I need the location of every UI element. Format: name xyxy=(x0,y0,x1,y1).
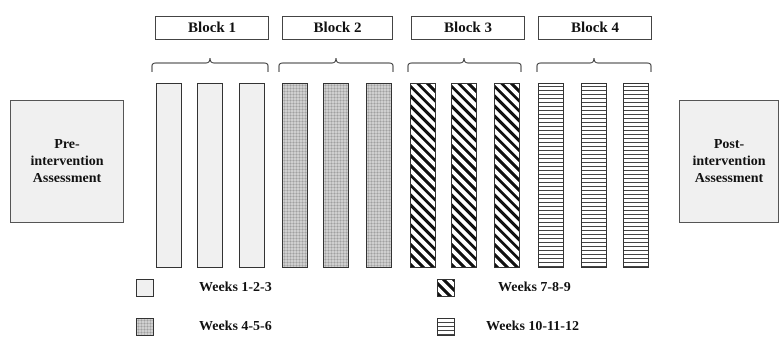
legend-swatch-weeks-1-2-3 xyxy=(136,279,154,297)
block-3-brace xyxy=(407,57,522,72)
post-assessment-line-3: Assessment xyxy=(694,171,764,186)
post-assessment-line-1: Post- xyxy=(713,137,745,152)
block-1-label: Block 1 xyxy=(155,16,269,40)
week-6-bar xyxy=(366,83,392,268)
post-assessment-line-2: intervention xyxy=(692,154,766,169)
week-5-bar xyxy=(323,83,349,268)
legend-swatch-weeks-7-8-9 xyxy=(437,279,455,297)
week-10-bar xyxy=(538,83,564,268)
block-4-label: Block 4 xyxy=(538,16,652,40)
legend-label-weeks-1-2-3: Weeks 1-2-3 xyxy=(199,280,272,295)
legend-swatch-weeks-10-11-12 xyxy=(437,318,455,336)
legend-label-weeks-10-11-12: Weeks 10-11-12 xyxy=(486,319,579,334)
week-12-bar xyxy=(623,83,649,268)
post-intervention-assessment-box: Post- intervention Assessment xyxy=(679,100,779,223)
block-3-label: Block 3 xyxy=(411,16,525,40)
pre-intervention-assessment-box: Pre- intervention Assessment xyxy=(10,100,124,223)
pre-assessment-line-3: Assessment xyxy=(32,171,102,186)
pre-assessment-line-2: intervention xyxy=(30,154,104,169)
block-2-brace xyxy=(278,57,394,72)
week-8-bar xyxy=(451,83,477,268)
week-1-bar xyxy=(156,83,182,268)
legend-swatch-weeks-4-5-6 xyxy=(136,318,154,336)
week-11-bar xyxy=(581,83,607,268)
week-3-bar xyxy=(239,83,265,268)
week-4-bar xyxy=(282,83,308,268)
pre-assessment-line-1: Pre- xyxy=(54,137,80,152)
block-4-brace xyxy=(536,57,652,72)
legend-label-weeks-4-5-6: Weeks 4-5-6 xyxy=(199,319,272,334)
legend-label-weeks-7-8-9: Weeks 7-8-9 xyxy=(498,280,571,295)
week-7-bar xyxy=(410,83,436,268)
block-1-brace xyxy=(151,57,269,72)
week-9-bar xyxy=(494,83,520,268)
week-2-bar xyxy=(197,83,223,268)
block-2-label: Block 2 xyxy=(282,16,393,40)
